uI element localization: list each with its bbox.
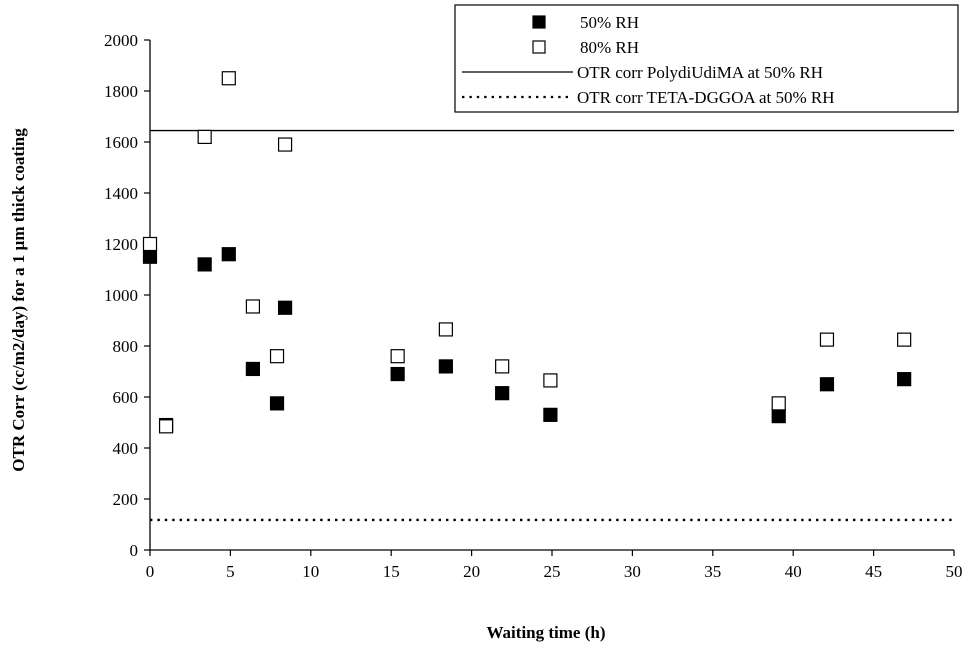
point-80rh [142,236,158,252]
x-tick-label: 20 [463,562,480,581]
legend-label: OTR corr PolydiUdiMA at 50% RH [577,63,823,82]
data-points [142,71,912,434]
y-axis-title: OTR Corr (cc/m2/day) for a 1 µm thick co… [9,128,28,472]
x-tick-label: 40 [785,562,802,581]
point-80rh [197,129,212,144]
point-80rh [438,322,453,337]
legend-marker-80rh [532,40,546,54]
point-50rh [277,300,293,315]
x-axis-title: Waiting time (h) [487,623,606,642]
legend: 50% RH 80% RH OTR corr PolydiUdiMA at 50% … [454,4,959,113]
y-tick-label: 600 [113,388,139,407]
legend-marker-50rh [532,15,546,29]
point-80rh [543,373,558,388]
legend-label: 80% RH [580,38,639,57]
x-tick-label: 0 [146,562,155,581]
y-ticks: 0 200 400 600 800 1000 1200 1400 1600 1800 2000 [104,31,150,560]
point-50rh [197,257,212,272]
y-tick-label: 2000 [104,31,138,50]
point-80rh [269,349,285,364]
point-50rh [142,249,158,264]
point-50rh [390,366,405,382]
point-80rh [221,71,236,86]
point-80rh [390,349,405,364]
x-tick-label: 30 [624,562,641,581]
y-tick-label: 1000 [104,286,138,305]
point-50rh [819,377,835,392]
y-tick-label: 400 [113,439,139,458]
legend-label: OTR corr TETA-DGGOA at 50% RH [577,88,835,107]
point-80rh [897,332,912,347]
x-ticks: 0 5 10 15 20 25 30 35 40 45 50 [146,550,963,581]
point-50rh [897,372,912,387]
y-tick-label: 1600 [104,133,138,152]
point-50rh [771,409,786,424]
x-tick-label: 35 [704,562,721,581]
y-tick-label: 1800 [104,82,138,101]
legend-label: 50% RH [580,13,639,32]
y-tick-label: 0 [130,541,139,560]
x-tick-label: 25 [544,562,561,581]
point-80rh [771,396,786,411]
x-tick-label: 15 [383,562,400,581]
x-tick-label: 45 [865,562,882,581]
y-tick-label: 800 [113,337,139,356]
point-80rh [277,137,293,152]
point-50rh [438,359,453,374]
y-tick-label: 1400 [104,184,138,203]
point-50rh [495,386,510,401]
x-tick-label: 5 [226,562,235,581]
point-50rh [221,247,236,262]
axes [149,40,954,551]
point-80rh [158,419,174,434]
point-50rh [543,407,558,422]
point-80rh [245,299,261,314]
x-tick-label: 50 [946,562,963,581]
point-50rh [245,361,261,377]
x-tick-label: 10 [302,562,319,581]
point-50rh [269,396,285,411]
y-tick-label: 200 [113,490,139,509]
reference-lines [150,129,954,522]
point-80rh [819,332,835,347]
y-tick-label: 1200 [104,235,138,254]
point-80rh [495,359,510,374]
